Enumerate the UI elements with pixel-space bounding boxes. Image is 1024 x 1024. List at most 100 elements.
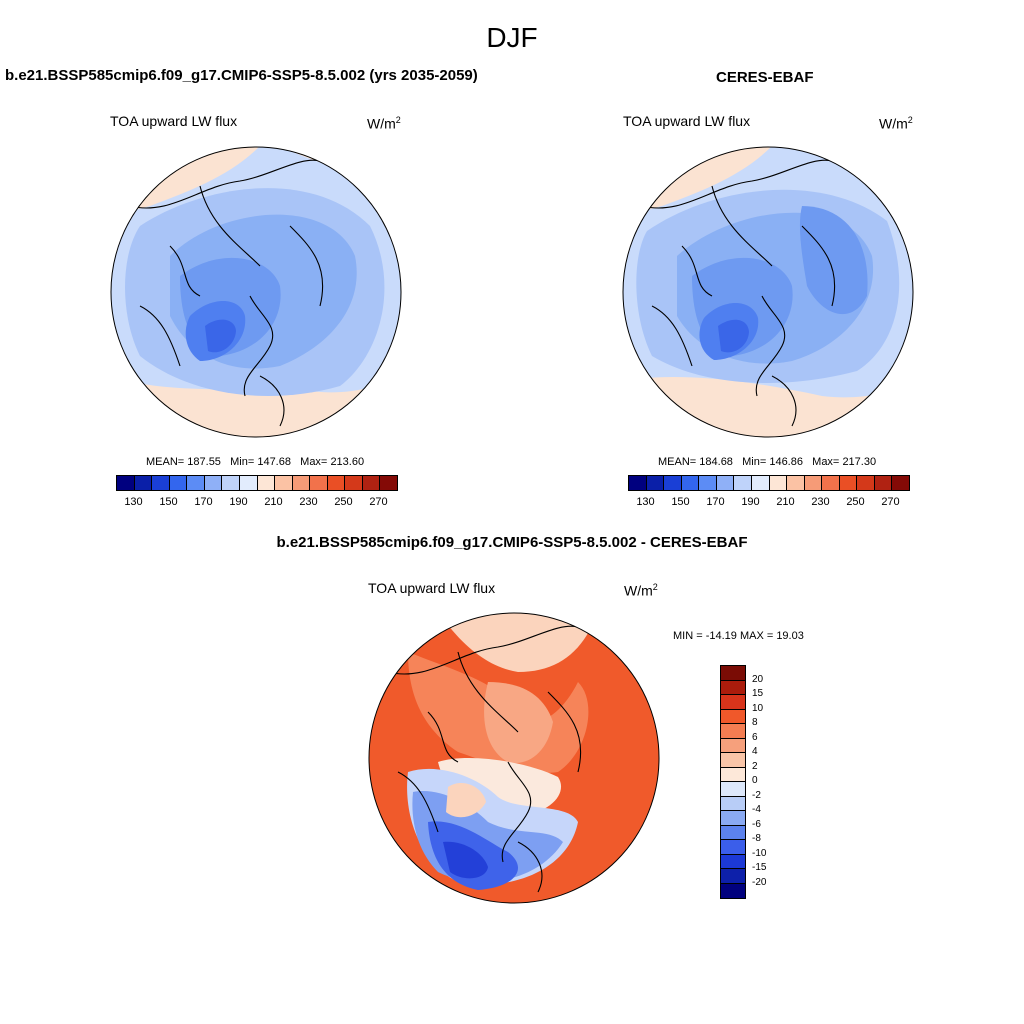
polar-map-diff — [368, 612, 660, 904]
colorbar-tick-label: 250 — [846, 496, 865, 508]
colorbar-tick-label: 15 — [752, 688, 764, 699]
colorbar-model — [116, 475, 398, 491]
colorbar-swatch — [664, 476, 682, 490]
polar-map-obs — [622, 146, 914, 438]
colorbar-tick-label: 210 — [264, 496, 283, 508]
colorbar-tick-label: 10 — [752, 702, 764, 714]
colorbar-tick-label: 190 — [229, 496, 248, 508]
colorbar-tick-label: 150 — [671, 496, 690, 508]
panel-title-diff: b.e21.BSSP585cmip6.f09_g17.CMIP6-SSP5-8.… — [276, 534, 748, 551]
map-region-cool-strongest — [443, 841, 488, 879]
colorbar-tick-label: 170 — [706, 496, 725, 508]
colorbar-swatch — [721, 883, 745, 898]
colorbar-swatch — [310, 476, 328, 490]
panel-title-model: b.e21.BSSP585cmip6.f09_g17.CMIP6-SSP5-8.… — [5, 67, 478, 84]
colorbar-swatch — [204, 476, 223, 490]
colorbar-tick-label: 8 — [752, 717, 758, 728]
colorbar-tick-label: -15 — [752, 862, 767, 873]
map-region-pale — [484, 682, 553, 763]
colorbar-swatch — [839, 476, 858, 490]
colorbar-tick-label: 130 — [636, 496, 655, 508]
colorbar-tick-label: 4 — [752, 746, 758, 757]
colorbar-swatch — [721, 724, 745, 739]
colorbar-swatch — [222, 476, 240, 490]
colorbar-swatch — [275, 476, 293, 490]
colorbar-swatch — [327, 476, 346, 490]
colorbar-tick-label: -20 — [752, 876, 767, 888]
colorbar-swatch — [629, 476, 647, 490]
colorbar-swatch — [721, 869, 745, 884]
colorbar-swatch — [117, 476, 135, 490]
colorbar-swatch — [769, 476, 788, 490]
colorbar-swatch — [721, 695, 745, 710]
colorbar-swatch — [822, 476, 840, 490]
colorbar-swatch — [721, 782, 745, 797]
colorbar-tick-label: 20 — [752, 673, 764, 685]
colorbar-tick-label: 6 — [752, 731, 758, 743]
colorbar-swatch — [721, 854, 745, 869]
units-label-obs: W/m2 — [879, 115, 913, 132]
units-label-diff: W/m2 — [624, 582, 658, 599]
colorbar-tick-label: 250 — [334, 496, 353, 508]
colorbar-swatch — [874, 476, 893, 490]
season-title: DJF — [486, 22, 538, 53]
minmax-diff: MIN = -14.19 MAX = 19.03 — [673, 630, 804, 642]
colorbar-swatch — [721, 709, 745, 724]
colorbar-swatch — [721, 840, 745, 855]
variable-label-obs: TOA upward LW flux — [623, 113, 751, 129]
colorbar-swatch — [721, 666, 745, 681]
colorbar-tick-label: 230 — [299, 496, 318, 508]
colorbar-swatch — [152, 476, 170, 490]
colorbar-tick-label: 270 — [881, 496, 900, 508]
colorbar-swatch — [721, 825, 745, 840]
colorbar-tick-label: -10 — [752, 847, 767, 859]
colorbar-swatch — [134, 476, 153, 490]
colorbar-swatch — [681, 476, 700, 490]
colorbar-tick-label: 210 — [776, 496, 795, 508]
colorbar-tick-label: 230 — [811, 496, 830, 508]
map-region-blue-east — [799, 206, 868, 315]
colorbar-swatch — [345, 476, 363, 490]
map-region-darkest-blue — [205, 319, 236, 353]
colorbar-swatch — [804, 476, 823, 490]
colorbar-tick-label: -6 — [752, 818, 761, 830]
coastline — [641, 159, 836, 427]
panel-title-obs: CERES-EBAF — [716, 69, 814, 86]
colorbar-swatch — [857, 476, 875, 490]
colorbar-tick-label: 190 — [741, 496, 760, 508]
map-region-pale-inlet — [446, 782, 486, 818]
coastline — [387, 625, 582, 893]
colorbar-tick-label: 0 — [752, 775, 758, 786]
colorbar-tick-label: 270 — [369, 496, 388, 508]
stats-model: MEAN= 187.55 Min= 147.68 Max= 213.60 — [146, 456, 365, 468]
colorbar-swatch — [699, 476, 717, 490]
colorbar-swatch — [721, 811, 745, 826]
units-label-model: W/m2 — [367, 115, 401, 132]
colorbar-diff — [720, 665, 746, 899]
polar-map-model — [110, 146, 402, 438]
colorbar-swatch — [169, 476, 188, 490]
colorbar-swatch — [257, 476, 276, 490]
colorbar-tick-label: 150 — [159, 496, 178, 508]
colorbar-tick-label: -4 — [752, 804, 761, 815]
colorbar-swatch — [787, 476, 805, 490]
colorbar-swatch — [721, 796, 745, 811]
colorbar-swatch — [721, 767, 745, 782]
variable-label-diff: TOA upward LW flux — [368, 580, 496, 596]
colorbar-tick-label: 170 — [194, 496, 213, 508]
colorbar-swatch — [380, 476, 397, 490]
colorbar-swatch — [721, 753, 745, 768]
colorbar-swatch — [892, 476, 909, 490]
map-region-darkest-blue — [718, 319, 749, 353]
colorbar-swatch — [362, 476, 381, 490]
colorbar-tick-label: -2 — [752, 789, 761, 801]
colorbar-swatch — [239, 476, 258, 490]
colorbar-swatch — [721, 738, 745, 753]
colorbar-obs — [628, 475, 910, 491]
colorbar-ticks-diff: 20 15 10 8 6 4 2 0 -2 -4 -6 -8 -10 -15 -20 — [752, 665, 792, 901]
colorbar-swatch — [721, 680, 745, 695]
stats-obs: MEAN= 184.68 Min= 146.86 Max= 217.30 — [658, 456, 877, 468]
colorbar-tick-label: 130 — [124, 496, 143, 508]
coastline — [129, 159, 324, 427]
colorbar-swatch — [751, 476, 770, 490]
